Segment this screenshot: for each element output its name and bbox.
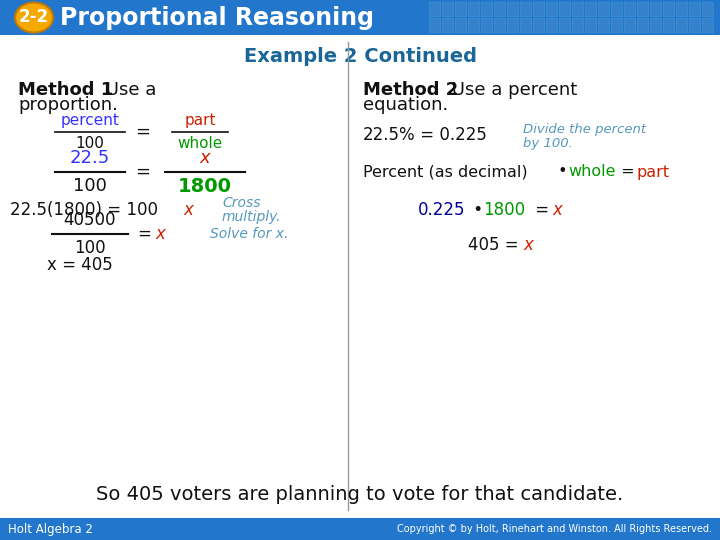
Text: 100: 100 <box>73 177 107 195</box>
Text: 22.5%: 22.5% <box>363 126 415 144</box>
Text: Cross: Cross <box>222 196 261 210</box>
Bar <box>494 18 505 32</box>
Bar <box>546 18 557 32</box>
Text: proportion.: proportion. <box>18 96 118 114</box>
Text: =: = <box>616 165 640 179</box>
Bar <box>598 2 609 16</box>
Bar <box>507 18 518 32</box>
Bar <box>611 18 622 32</box>
Text: equation.: equation. <box>363 96 449 114</box>
Bar <box>663 2 674 16</box>
Bar <box>676 18 687 32</box>
Bar <box>0 518 720 540</box>
Bar <box>689 2 700 16</box>
Bar <box>468 18 479 32</box>
Text: x: x <box>199 149 210 167</box>
Bar <box>598 18 609 32</box>
Text: part: part <box>636 165 669 179</box>
Bar <box>468 2 479 16</box>
Bar <box>533 18 544 32</box>
Text: multiply.: multiply. <box>222 210 282 224</box>
Text: 22.5: 22.5 <box>70 149 110 167</box>
Text: whole: whole <box>177 136 222 151</box>
Bar <box>585 2 596 16</box>
Text: •: • <box>468 201 488 219</box>
Bar <box>481 2 492 16</box>
Bar <box>650 2 661 16</box>
Text: 0.225: 0.225 <box>418 201 466 219</box>
Bar <box>663 18 674 32</box>
Text: part: part <box>184 113 216 128</box>
Text: 1800: 1800 <box>178 177 232 196</box>
Text: 1800: 1800 <box>483 201 525 219</box>
Bar <box>429 2 440 16</box>
Text: 100: 100 <box>74 239 106 257</box>
Text: x: x <box>523 236 533 254</box>
Bar <box>520 2 531 16</box>
Text: =: = <box>135 163 150 181</box>
Text: Use a percent: Use a percent <box>446 81 577 99</box>
Text: x: x <box>552 201 562 219</box>
Text: 40500: 40500 <box>64 211 116 229</box>
Text: Example 2 Continued: Example 2 Continued <box>243 48 477 66</box>
Bar <box>455 18 466 32</box>
Text: by 100.: by 100. <box>523 137 573 150</box>
Text: Solve for x.: Solve for x. <box>210 227 289 241</box>
Bar <box>702 2 713 16</box>
Bar <box>507 2 518 16</box>
Bar <box>689 18 700 32</box>
Bar <box>637 18 648 32</box>
Bar <box>442 2 453 16</box>
Text: Holt Algebra 2: Holt Algebra 2 <box>8 523 93 536</box>
Text: x: x <box>183 201 193 219</box>
Bar <box>676 2 687 16</box>
Bar <box>559 2 570 16</box>
Text: =: = <box>135 123 150 141</box>
Bar <box>572 2 583 16</box>
Text: So 405 voters are planning to vote for that candidate.: So 405 voters are planning to vote for t… <box>96 484 624 503</box>
Ellipse shape <box>15 3 53 32</box>
Text: 100: 100 <box>76 136 104 151</box>
Text: Proportional Reasoning: Proportional Reasoning <box>60 5 374 30</box>
Text: Percent (as decimal): Percent (as decimal) <box>363 165 528 179</box>
Bar <box>455 2 466 16</box>
Bar <box>481 18 492 32</box>
Text: •: • <box>553 165 572 179</box>
Bar <box>533 2 544 16</box>
Text: Copyright © by Holt, Rinehart and Winston. All Rights Reserved.: Copyright © by Holt, Rinehart and Winsto… <box>397 524 712 534</box>
Bar <box>585 18 596 32</box>
Text: =: = <box>530 201 554 219</box>
Text: x = 405: x = 405 <box>47 256 113 274</box>
Bar <box>0 0 720 35</box>
Text: whole: whole <box>568 165 616 179</box>
Bar <box>520 18 531 32</box>
Bar <box>650 18 661 32</box>
Text: Method 2: Method 2 <box>363 81 458 99</box>
Text: = 0.225: = 0.225 <box>415 126 487 144</box>
Text: =: = <box>138 225 157 243</box>
Bar <box>429 18 440 32</box>
Bar <box>611 2 622 16</box>
Text: Method 1: Method 1 <box>18 81 113 99</box>
Bar <box>559 18 570 32</box>
Bar <box>572 18 583 32</box>
Bar <box>442 18 453 32</box>
Bar <box>624 2 635 16</box>
Bar <box>546 2 557 16</box>
Text: percent: percent <box>60 113 120 128</box>
Text: 405 =: 405 = <box>468 236 524 254</box>
Text: 2-2: 2-2 <box>19 9 49 26</box>
Bar <box>702 18 713 32</box>
Text: Divide the percent: Divide the percent <box>523 123 646 136</box>
Text: Use a: Use a <box>100 81 156 99</box>
Text: x: x <box>155 225 165 243</box>
Bar <box>624 18 635 32</box>
Text: 22.5(1800) = 100: 22.5(1800) = 100 <box>10 201 158 219</box>
Bar <box>494 2 505 16</box>
Bar <box>637 2 648 16</box>
